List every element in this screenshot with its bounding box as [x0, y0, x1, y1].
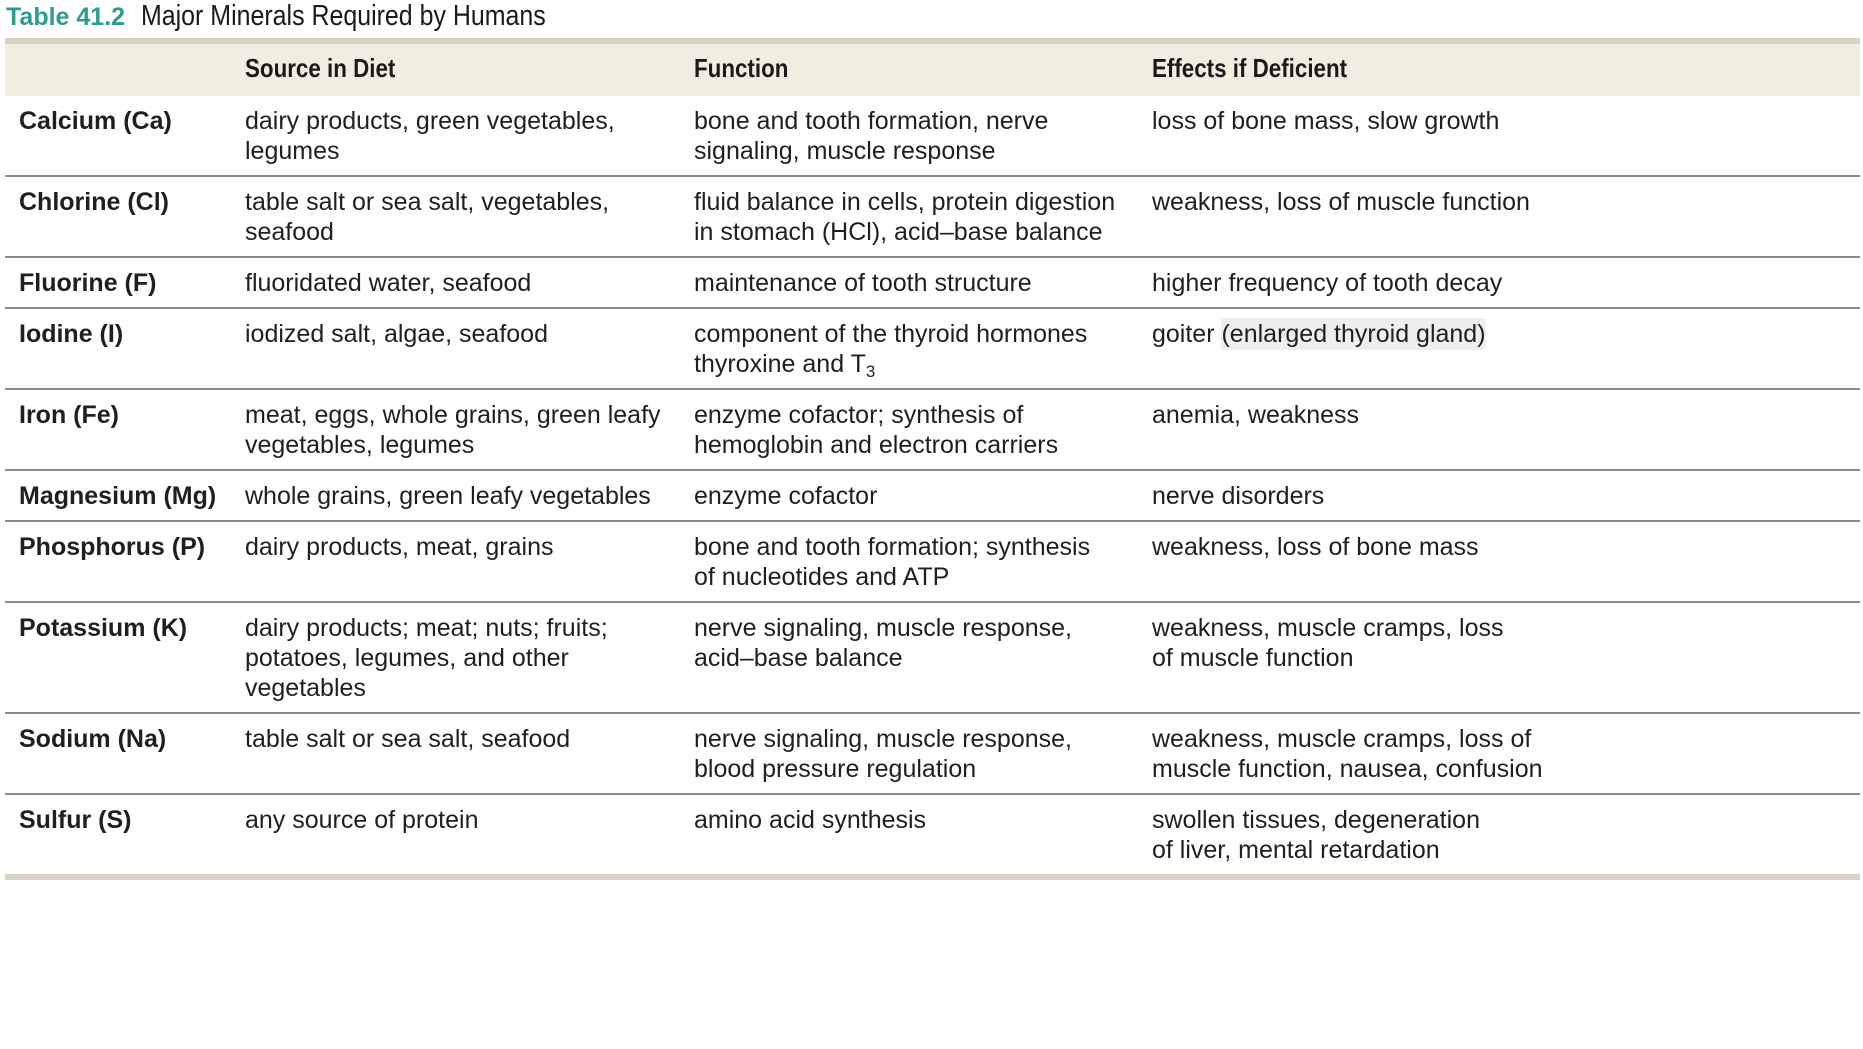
top-rule: [5, 38, 1860, 44]
mineral-name: Calcium (Ca): [19, 107, 172, 135]
table-row: Chlorine (Cl) table salt or sea salt, ve…: [5, 177, 1860, 258]
table-row: Iodine (I) iodized salt, algae, seafood …: [5, 309, 1860, 390]
source-cell: whole grains, green leafy vegetables: [245, 482, 651, 510]
effects-cell: goiter (enlarged thyroid gland): [1152, 318, 1852, 350]
source-cell: table salt or sea salt, seafood: [245, 725, 571, 753]
mineral-name: Potassium (K): [19, 614, 188, 642]
table-number: Table 41.2: [6, 3, 126, 31]
table-row: Fluorine (F) fluoridated water, seafood …: [5, 258, 1860, 309]
effects-cell: loss of bone mass, slow growth: [1152, 107, 1500, 135]
mineral-name: Iodine (I): [19, 320, 124, 348]
header-function: Function: [694, 53, 789, 83]
function-cell: nerve signaling, muscle response, acid–b…: [694, 614, 1072, 672]
effects-cell: weakness, loss of muscle function: [1152, 188, 1530, 216]
function-cell: enzyme cofactor: [694, 482, 878, 510]
mineral-name: Sulfur (S): [19, 806, 132, 834]
effects-cell: anemia, weakness: [1152, 401, 1360, 429]
mineral-name: Sodium (Na): [19, 725, 167, 753]
mineral-name: Magnesium (Mg): [19, 482, 217, 510]
function-cell: bone and tooth formation, nerve signalin…: [694, 107, 1049, 165]
source-cell: any source of protein: [245, 806, 479, 834]
function-line: component of the thyroid hormones: [694, 320, 1088, 348]
function-cell: enzyme cofactor; synthesis of hemoglobin…: [694, 401, 1059, 459]
mineral-name: Phosphorus (P): [19, 533, 206, 561]
source-cell: iodized salt, algae, seafood: [245, 320, 548, 348]
table-caption: Major Minerals Required by Humans: [141, 0, 546, 32]
header-effects: Effects if Deficient: [1152, 53, 1348, 83]
effects-cell: weakness, loss of bone mass: [1152, 533, 1479, 561]
table-row: Phosphorus (P) dairy products, meat, gra…: [5, 522, 1860, 603]
function-cell: fluid balance in cells, protein digestio…: [694, 188, 1116, 246]
header-source: Source in Diet: [245, 53, 396, 83]
function-cell: nerve signaling, muscle response, blood …: [694, 725, 1072, 783]
source-cell: meat, eggs, whole grains, green leafy ve…: [245, 401, 661, 459]
header-row: Source in Diet Function Effects if Defic…: [5, 44, 1860, 96]
effects-cell: weakness, muscle cramps, loss of muscle …: [1152, 614, 1504, 672]
source-cell: table salt or sea salt, vegetables, seaf…: [245, 188, 610, 246]
table-row: Sodium (Na) table salt or sea salt, seaf…: [5, 714, 1860, 795]
table-row: Sulfur (S) any source of protein amino a…: [5, 795, 1860, 874]
effects-text: goiter: [1152, 320, 1222, 348]
subscript: 3: [865, 362, 876, 381]
function-cell: amino acid synthesis: [694, 806, 927, 834]
function-cell: component of the thyroid hormones thyrox…: [694, 319, 1144, 381]
source-cell: fluoridated water, seafood: [245, 269, 532, 297]
source-cell: dairy products, meat, grains: [245, 533, 554, 561]
table-title: Table 41.2 Major Minerals Required by Hu…: [6, 0, 612, 36]
function-cell: bone and tooth formation; synthesis of n…: [694, 533, 1091, 591]
effects-cell: higher frequency of tooth decay: [1152, 269, 1503, 297]
highlighted-text: (enlarged thyroid gland): [1221, 318, 1486, 350]
effects-cell: weakness, muscle cramps, loss of muscle …: [1152, 725, 1543, 783]
effects-cell: nerve disorders: [1152, 482, 1325, 510]
effects-cell: swollen tissues, degeneration of liver, …: [1152, 806, 1480, 864]
mineral-name: Fluorine (F): [19, 269, 157, 297]
bottom-rule: [5, 874, 1860, 880]
function-cell: maintenance of tooth structure: [694, 269, 1032, 297]
source-cell: dairy products; meat; nuts; fruits; pota…: [245, 614, 608, 702]
function-line: thyroxine and T: [694, 350, 866, 378]
table-row: Calcium (Ca) dairy products, green veget…: [5, 96, 1860, 177]
source-cell: dairy products, green vegetables, legume…: [245, 107, 615, 165]
table-row: Potassium (K) dairy products; meat; nuts…: [5, 603, 1860, 714]
minerals-table: Source in Diet Function Effects if Defic…: [5, 38, 1860, 880]
table-row: Iron (Fe) meat, eggs, whole grains, gree…: [5, 390, 1860, 471]
table-row: Magnesium (Mg) whole grains, green leafy…: [5, 471, 1860, 522]
mineral-name: Iron (Fe): [19, 401, 119, 429]
mineral-name: Chlorine (Cl): [19, 188, 169, 216]
